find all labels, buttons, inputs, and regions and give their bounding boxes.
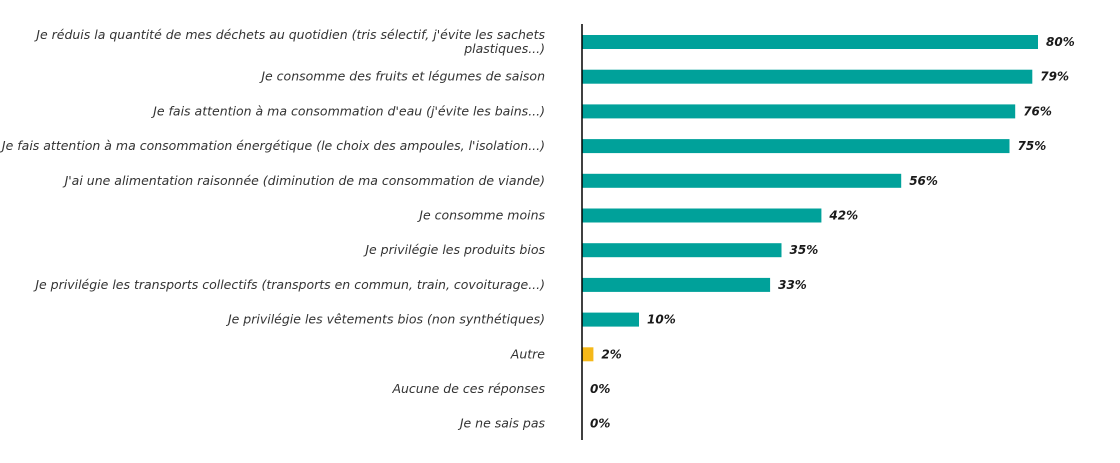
- category-label-3: Je fais attention à ma consommation d'ea…: [150, 103, 545, 118]
- value-label-5: 56%: [909, 174, 938, 188]
- category-label-10: Autre: [510, 346, 546, 361]
- value-label-1: 80%: [1046, 35, 1075, 49]
- category-label-7: Je privilégie les produits bios: [362, 242, 545, 257]
- bar-3: [582, 104, 1016, 119]
- value-label-7: 35%: [790, 243, 819, 257]
- category-label-6: Je consomme moins: [416, 208, 545, 223]
- category-labels-layer: Je réduis la quantité de mes déchets au …: [0, 27, 545, 431]
- bar-9: [582, 312, 639, 327]
- category-label-9: Je privilégie les vêtements bios (non sy…: [225, 312, 545, 327]
- bar-6: [582, 208, 822, 223]
- category-label-2: Je consomme des fruits et légumes de sai…: [258, 69, 545, 84]
- value-label-6: 42%: [828, 209, 858, 223]
- bar-2: [582, 69, 1033, 84]
- value-label-12: 0%: [590, 417, 610, 431]
- bar-8: [582, 277, 771, 292]
- value-label-10: 2%: [601, 347, 621, 361]
- bar-1: [582, 35, 1038, 49]
- value-label-9: 10%: [647, 313, 676, 327]
- value-label-2: 79%: [1040, 70, 1069, 84]
- category-label-5: J'ai une alimentation raisonnée (diminut…: [62, 173, 545, 188]
- bar-7: [582, 243, 782, 258]
- bar-10: [582, 347, 594, 362]
- bar-5: [582, 173, 902, 188]
- bars-layer: [582, 35, 1038, 362]
- value-label-8: 33%: [778, 278, 807, 292]
- category-label-11: Aucune de ces réponses: [391, 381, 545, 396]
- category-label-8: Je privilégie les transports collectifs …: [32, 277, 545, 292]
- value-label-4: 75%: [1018, 139, 1047, 153]
- bar-4: [582, 139, 1010, 154]
- category-label-1: Je réduis la quantité de mes déchets au …: [33, 27, 545, 56]
- category-label-12: Je ne sais pas: [457, 416, 546, 431]
- value-labels-layer: 80% 79% 76% 75% 56% 42% 35% 33% 10% 2% 0% 0%: [590, 35, 1075, 431]
- value-label-11: 0%: [590, 382, 610, 396]
- category-label-4: Je fais attention à ma consommation éner…: [0, 138, 545, 153]
- value-label-3: 76%: [1023, 104, 1052, 118]
